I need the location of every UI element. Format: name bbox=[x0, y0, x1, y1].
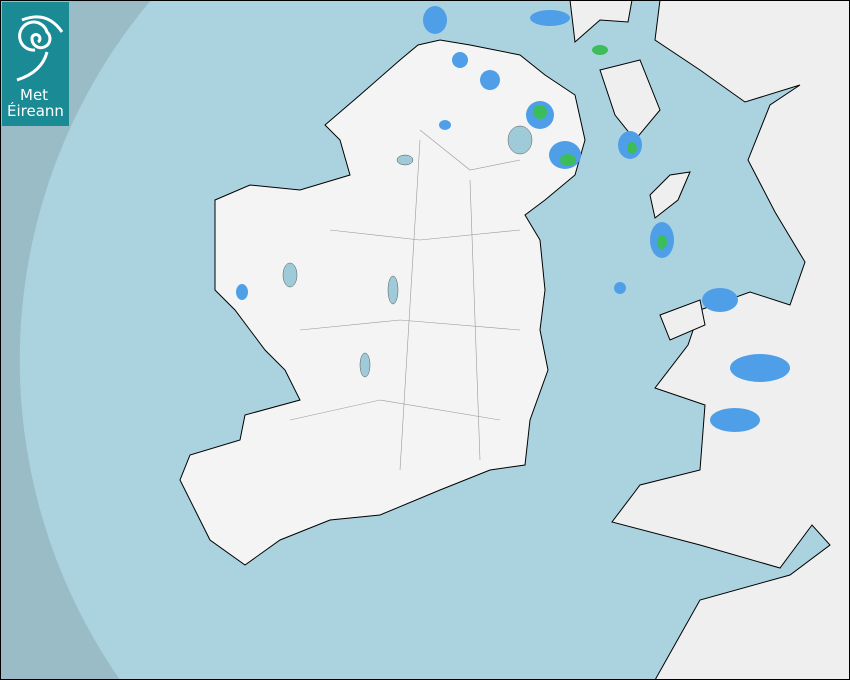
spiral-logo-icon bbox=[16, 15, 64, 82]
logo-text-met: Met bbox=[20, 86, 49, 104]
rain-echoes bbox=[236, 6, 790, 432]
logo-text-eireann: Éireann bbox=[7, 102, 64, 120]
lakes bbox=[282, 125, 533, 378]
county-boundaries bbox=[289, 129, 521, 471]
great-britain bbox=[569, 0, 850, 680]
met-eireann-logo: Met Éireann bbox=[2, 2, 69, 126]
ireland bbox=[179, 39, 586, 566]
